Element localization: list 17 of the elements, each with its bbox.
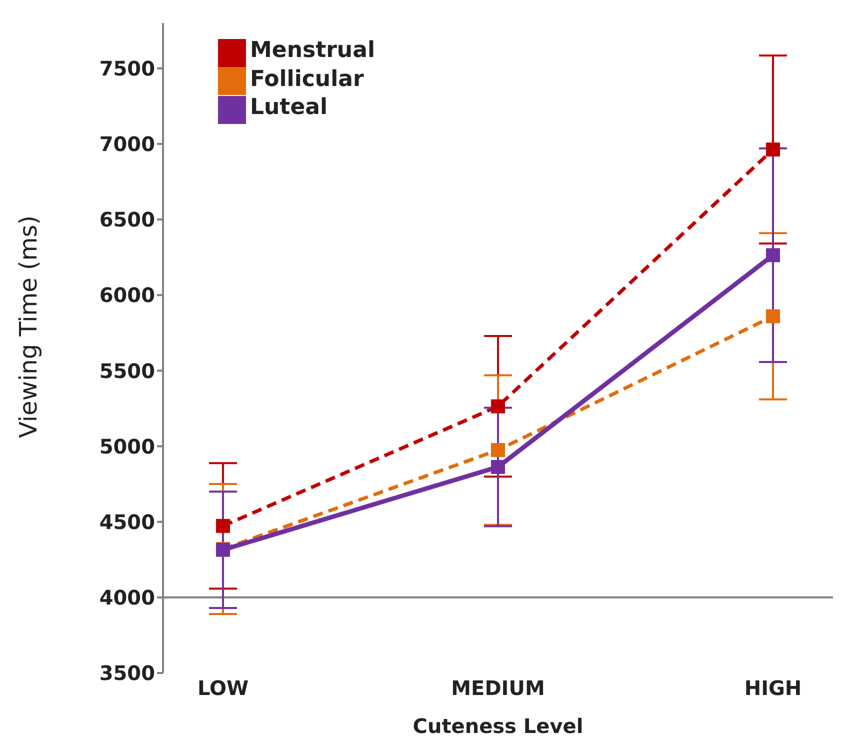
y-tick-label: 3500	[99, 661, 155, 686]
x-tick-label: MEDIUM	[451, 676, 545, 700]
y-tick-label: 5000	[99, 434, 155, 458]
legend-label: Follicular	[250, 66, 364, 92]
legend-label: Luteal	[250, 95, 328, 120]
y-tick-label: 4500	[99, 510, 155, 534]
y-tick-label: 6000	[99, 283, 155, 308]
x-axis-title: Cuteness Level	[412, 714, 584, 738]
y-tick-label: 5500	[99, 358, 155, 383]
y-axis-title: Viewing Time (ms)	[14, 215, 43, 438]
y-tick-label: 7500	[99, 56, 155, 80]
x-tick-label: HIGH	[744, 676, 802, 700]
legend-label: Menstrual	[250, 38, 375, 63]
x-tick-label: LOW	[197, 676, 249, 700]
y-tick-label: 7000	[99, 132, 155, 156]
y-tick-label: 6500	[99, 208, 155, 232]
y-tick-label: 4000	[99, 586, 155, 610]
